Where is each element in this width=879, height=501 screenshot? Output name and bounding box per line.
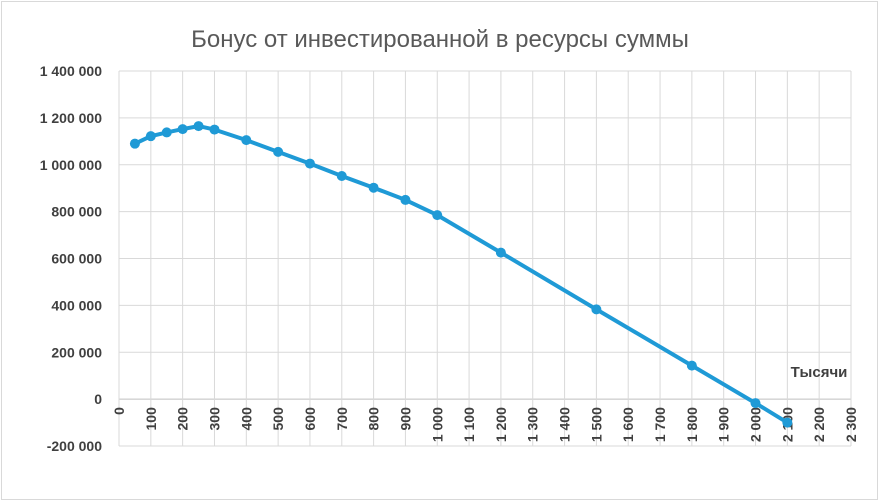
y-axis-ticks: -200 000 0 200 000 400 000 600 000 800 000 1 0… xyxy=(40,63,103,454)
y-tick-label: 400 000 xyxy=(51,297,102,313)
y-tick-label: 1 400 000 xyxy=(40,63,102,79)
x-tick-label: 500 xyxy=(270,407,286,431)
data-point xyxy=(241,135,252,146)
data-point xyxy=(782,417,793,428)
x-tick-label: 600 xyxy=(302,407,318,431)
x-tick-label: 2 200 xyxy=(811,407,827,442)
y-tick-label: -200 000 xyxy=(47,438,102,454)
y-tick-label: 1 000 000 xyxy=(40,157,102,173)
x-tick-label: 300 xyxy=(206,407,222,431)
x-tick-label: 200 xyxy=(175,407,191,431)
data-point xyxy=(177,124,188,135)
x-tick-label: 800 xyxy=(366,407,382,431)
data-point xyxy=(273,146,284,157)
x-tick-label: 1 900 xyxy=(716,407,732,442)
y-tick-label: 0 xyxy=(94,391,102,407)
x-tick-label: 900 xyxy=(397,407,413,431)
x-tick-label: 1 500 xyxy=(588,407,604,442)
data-point xyxy=(193,121,204,132)
x-tick-label: 1 100 xyxy=(461,407,477,442)
x-tick-label: 1 300 xyxy=(525,407,541,442)
x-tick-label: 1 400 xyxy=(557,407,573,442)
series-layer xyxy=(129,121,793,428)
series-line xyxy=(132,124,790,425)
y-tick-label: 1 200 000 xyxy=(40,110,102,126)
data-point xyxy=(209,124,220,135)
x-tick-label: 700 xyxy=(334,407,350,431)
data-point xyxy=(145,131,156,142)
data-point xyxy=(432,210,443,221)
x-axis-ticks: 0 100 200 300 400 500 600 700 800 900 1 000 1 100 1 … xyxy=(111,407,859,442)
x-tick-label: 100 xyxy=(143,407,159,431)
grid xyxy=(118,70,852,447)
x-tick-label: 1 700 xyxy=(652,407,668,442)
chart-title: Бонус от инвестированной в ресурсы суммы xyxy=(191,26,689,53)
y-tick-label: 200 000 xyxy=(51,344,102,360)
x-tick-label: 0 xyxy=(111,407,127,415)
data-point xyxy=(591,304,602,315)
data-point xyxy=(336,171,347,181)
x-tick-label: 2 300 xyxy=(843,407,859,442)
x-tick-label: 1 000 xyxy=(429,407,445,442)
x-tick-label: 400 xyxy=(238,407,254,431)
data-point xyxy=(495,247,506,258)
x-tick-label: 1 200 xyxy=(493,407,509,442)
data-point xyxy=(750,398,761,409)
data-point xyxy=(686,360,697,371)
y-tick-label: 800 000 xyxy=(51,204,102,220)
data-point xyxy=(368,182,379,193)
data-point xyxy=(400,194,411,205)
x-tick-label: 1 600 xyxy=(620,407,636,442)
x-unit-label: Тысячи xyxy=(791,364,848,381)
x-tick-label: 1 800 xyxy=(684,407,700,442)
data-point xyxy=(129,138,140,149)
data-point xyxy=(161,127,172,138)
y-tick-label: 600 000 xyxy=(51,251,102,267)
x-tick-label: 2 000 xyxy=(748,407,764,442)
data-point xyxy=(304,158,315,169)
